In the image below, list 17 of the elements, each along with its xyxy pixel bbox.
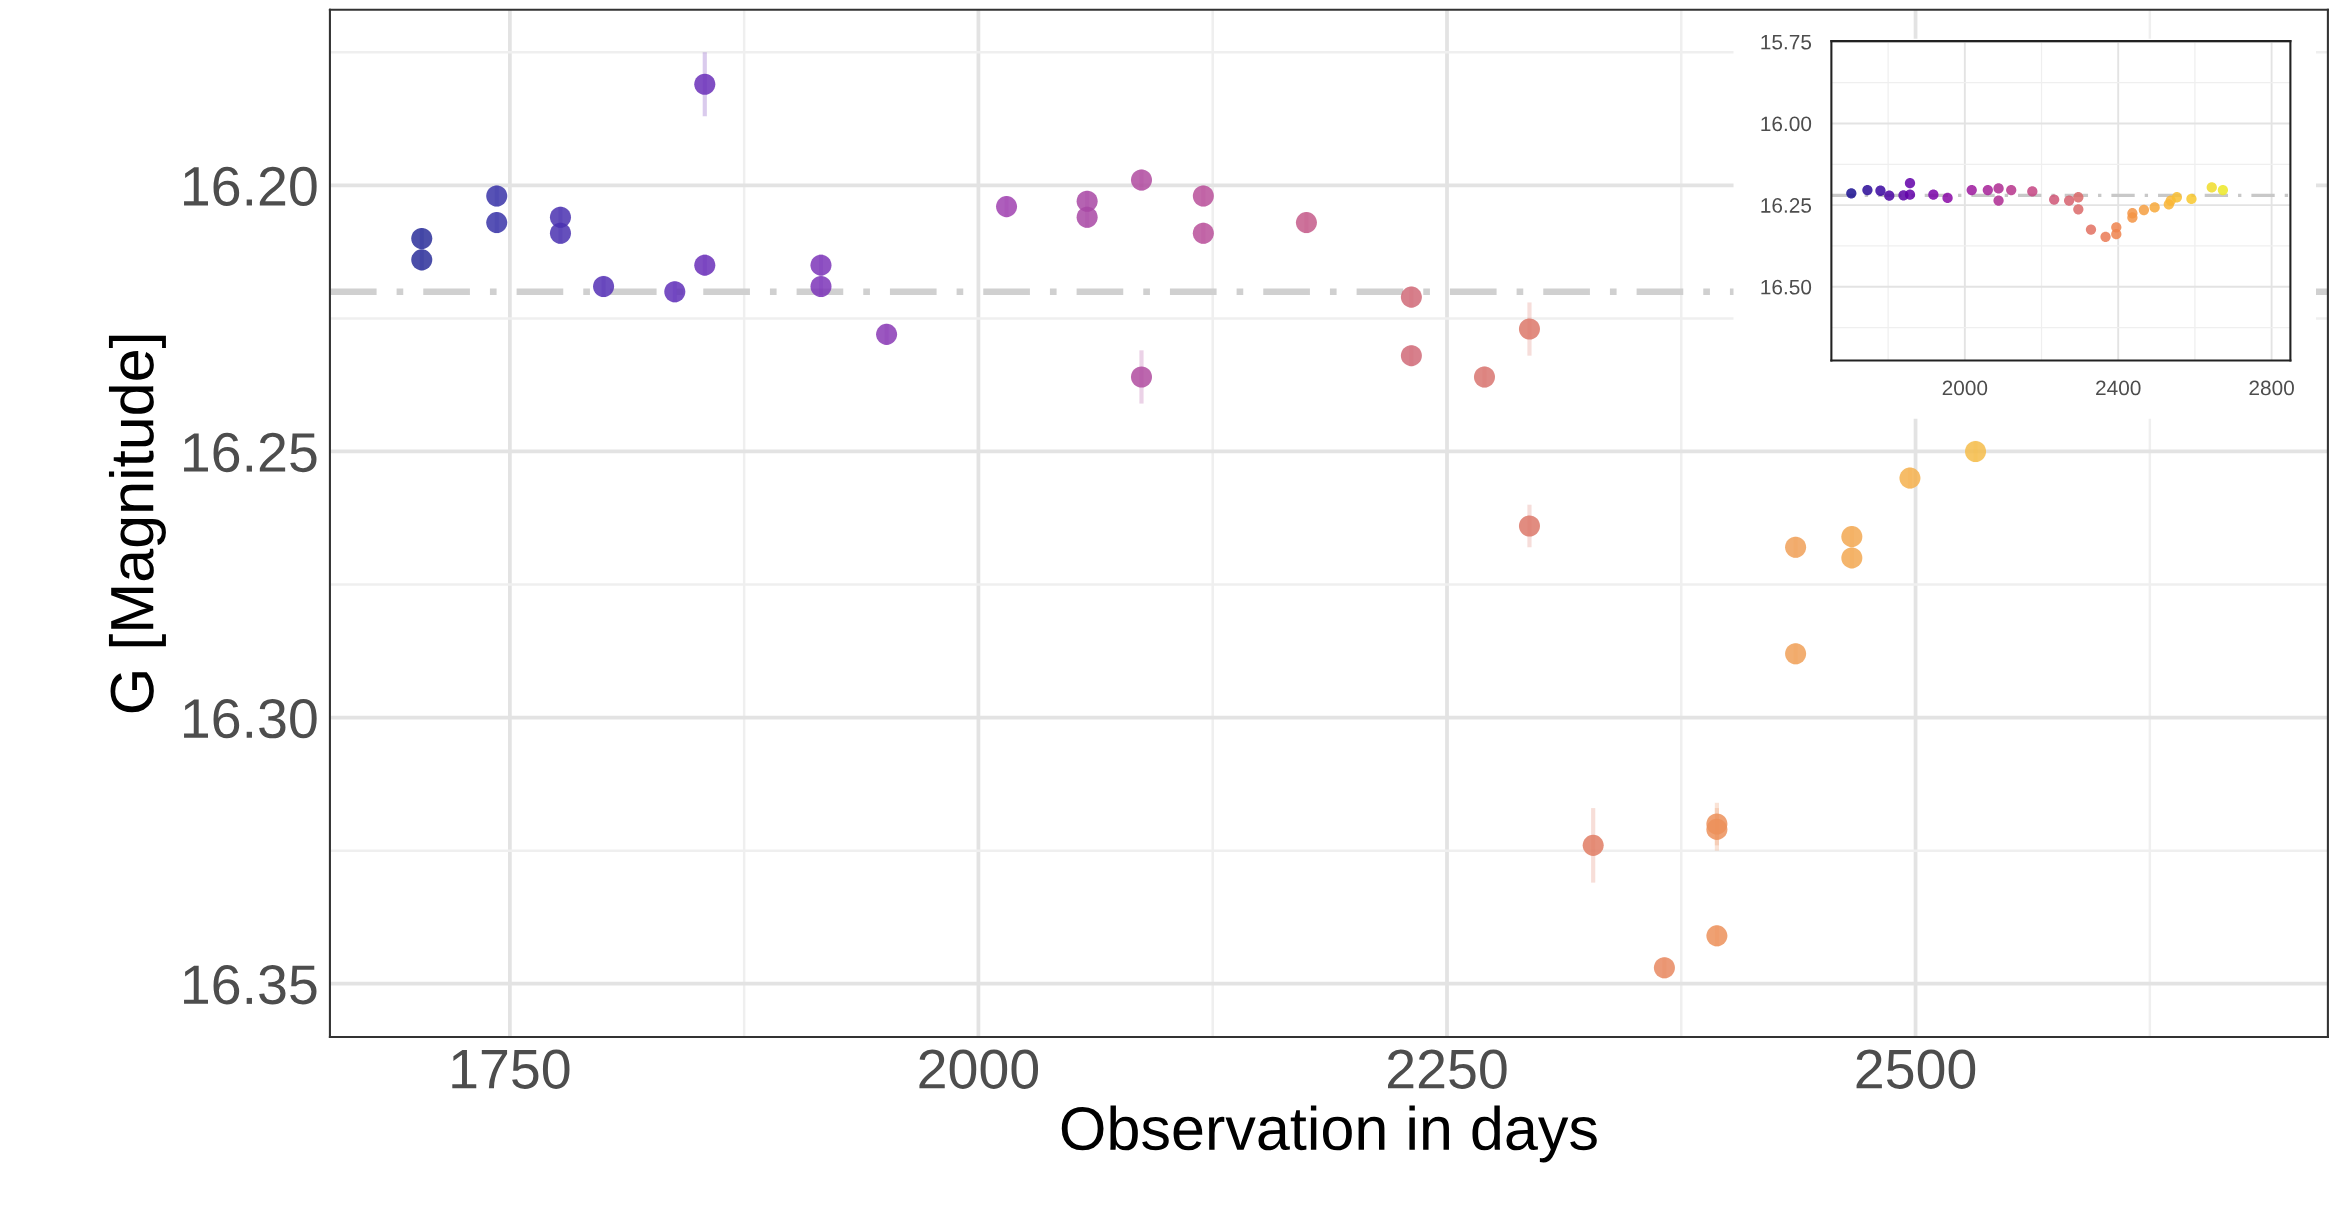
y-tick-label: 16.20 [184, 166, 317, 207]
y-axis-title: G [Magnitude] [108, 335, 166, 713]
x-axis-title: Observation in days [1061, 1105, 1597, 1163]
x-tick-label: 2250 [1388, 1049, 1507, 1089]
y-tick-label: 16.25 [1761, 198, 1812, 213]
y-tick-label: 16.30 [184, 698, 317, 739]
x-tick-label: 2800 [2249, 380, 2294, 396]
y-tick-label: 16.50 [1761, 279, 1812, 295]
x-tick-label: 2500 [1856, 1049, 1976, 1089]
x-tick-label: 2000 [919, 1049, 1039, 1089]
x-tick-label: 2000 [1942, 380, 1988, 396]
y-tick-label: 16.00 [1761, 116, 1812, 132]
x-tick-label: 1750 [452, 1049, 570, 1089]
y-tick-label: 16.35 [184, 965, 317, 1005]
y-tick-label: 16.25 [184, 432, 317, 473]
y-tick-label: 15.75 [1761, 35, 1812, 50]
x-tick-label: 2400 [2096, 380, 2141, 396]
